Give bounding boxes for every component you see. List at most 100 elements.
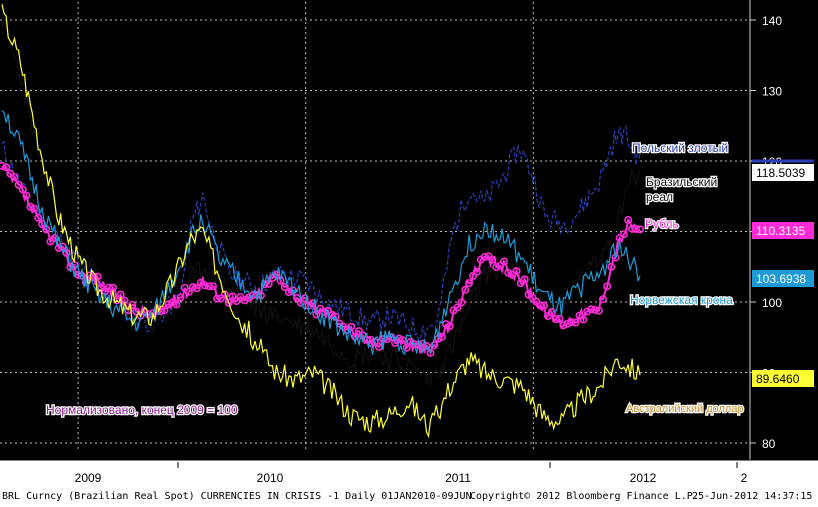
value-tag-label: 89.6460	[756, 372, 800, 386]
series-marker	[457, 298, 466, 307]
series-marker	[54, 243, 63, 252]
series-name-label: Австралийский доллар	[626, 403, 744, 415]
labels: 118.5039 110.3135 103.6938 89.6460 Польский …	[45, 140, 814, 418]
x-tick-label: 2009	[75, 471, 102, 485]
y-tick-label: 140	[762, 14, 782, 28]
series-line	[1, 110, 641, 356]
value-tag	[752, 270, 814, 287]
series-marker	[164, 300, 173, 309]
series-marker	[555, 314, 564, 323]
series-marker	[160, 306, 169, 315]
series-marker	[540, 301, 549, 310]
series-marker	[50, 234, 59, 243]
value-tag	[752, 370, 814, 387]
series-marker	[10, 173, 19, 182]
series-marker	[62, 248, 71, 257]
series-marker	[22, 191, 31, 200]
series-marker	[567, 318, 576, 327]
series-marker	[590, 305, 599, 314]
chart-footer: BRL Curncy (Brazilian Real Spot) CURRENC…	[0, 487, 818, 507]
series-marker	[347, 322, 356, 331]
series-marker	[598, 295, 607, 304]
series-layer	[0, 4, 644, 439]
series-marker	[18, 185, 27, 194]
series-marker	[430, 341, 439, 350]
series-marker	[453, 303, 462, 312]
value-tag	[752, 222, 814, 239]
annotation-arrowhead	[169, 321, 179, 353]
series-name-label: Бразильский	[646, 175, 717, 189]
series-marker	[551, 315, 560, 324]
series-marker	[34, 213, 43, 222]
series-marker	[504, 268, 513, 277]
series-marker	[200, 281, 209, 290]
x-tick-label: 2011	[445, 471, 471, 485]
series-marker	[172, 300, 181, 309]
series-marker	[374, 342, 383, 351]
series-marker	[14, 180, 23, 189]
series-name-label: Рубль	[645, 217, 679, 231]
series-marker	[594, 306, 603, 315]
series-marker	[0, 161, 6, 170]
series-marker	[579, 315, 588, 324]
series-line	[1, 124, 641, 341]
series-marker	[500, 257, 509, 266]
series-marker	[224, 298, 233, 307]
series-marker	[445, 322, 454, 331]
x-tick-label: 2010	[257, 471, 284, 485]
series-name-label: реал	[646, 190, 673, 204]
series-marker	[204, 282, 213, 291]
y-tick-label: 130	[762, 85, 782, 99]
series-marker	[520, 275, 529, 284]
series-marker	[624, 216, 633, 225]
series-marker	[184, 287, 193, 296]
y-tick-label: 80	[762, 437, 776, 451]
series-marker	[441, 320, 450, 329]
series-marker	[188, 283, 197, 292]
value-tag-label: 118.5039	[756, 166, 805, 180]
series-marker	[280, 283, 289, 292]
series-marker	[619, 230, 628, 239]
series-marker	[105, 283, 114, 292]
footer-copyright: Copyright© 2012 Bloomberg Finance L.P.	[470, 491, 699, 502]
series-marker	[260, 280, 269, 289]
series-marker	[128, 300, 137, 309]
series-marker	[93, 272, 102, 281]
series-marker	[168, 298, 177, 307]
series-marker	[320, 307, 329, 316]
series-marker	[571, 318, 580, 327]
series-marker	[26, 202, 35, 211]
series-marker	[607, 262, 616, 271]
series-marker	[603, 282, 612, 291]
series-marker	[628, 224, 637, 233]
series-line	[1, 4, 641, 439]
series-marker	[379, 335, 388, 344]
x-tick-label: 2	[741, 471, 748, 485]
series-marker	[176, 293, 185, 302]
x-tick-label: 2012	[630, 471, 657, 485]
series-marker	[402, 343, 411, 352]
series-marker	[232, 297, 241, 306]
series-marker	[426, 348, 435, 357]
series-marker	[132, 307, 141, 316]
series-marker	[30, 204, 39, 213]
series-marker	[192, 284, 201, 293]
annotation-arrowhead	[177, 321, 187, 353]
series-marker	[480, 253, 489, 262]
series-marker	[632, 225, 641, 234]
series-marker	[635, 225, 644, 234]
series-marker	[611, 253, 620, 262]
value-tag-label: 103.6938	[756, 272, 806, 286]
series-marker	[472, 267, 481, 276]
series-marker	[213, 294, 222, 303]
chart-canvas: 809010011012013014020092010201120122 118…	[0, 0, 818, 487]
footer-source: BRL Curncy (Brazilian Real Spot) CURRENC…	[2, 491, 472, 502]
series-marker	[559, 321, 568, 330]
y-tick-label: 100	[762, 296, 782, 310]
series-marker	[461, 285, 470, 294]
series-marker	[465, 279, 474, 288]
series-marker	[354, 327, 363, 336]
footer-timestamp: 25-Jun-2012 14:37:15	[692, 491, 813, 502]
series-marker	[492, 263, 501, 272]
value-tag-label: 110.3135	[756, 224, 805, 238]
